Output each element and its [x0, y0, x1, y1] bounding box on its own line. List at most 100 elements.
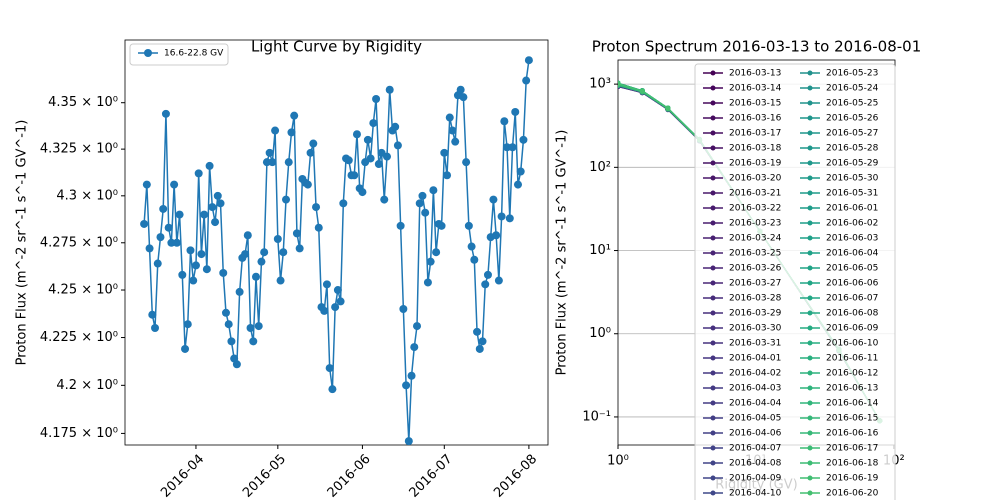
- data-point: [320, 306, 329, 315]
- legend-marker: [710, 475, 716, 481]
- data-point: [500, 117, 509, 126]
- legend-marker: [710, 160, 716, 166]
- legend-label: 2016-03-18: [729, 144, 782, 154]
- data-point: [251, 272, 260, 281]
- legend-marker: [807, 445, 813, 451]
- data-point: [213, 191, 222, 200]
- legend-label: 2016-06-07: [826, 294, 878, 304]
- data-point: [363, 135, 372, 144]
- y-tick-label: 4.325 × 10⁰: [40, 142, 118, 157]
- data-point: [448, 126, 457, 135]
- legend-label: 2016-04-07: [729, 444, 781, 454]
- legend-label: 2016-06-17: [826, 444, 878, 454]
- y-tick-label: 4.35 × 10⁰: [48, 95, 118, 110]
- y-tick-label: 4.3 × 10⁰: [56, 188, 118, 203]
- data-point: [380, 195, 389, 204]
- legend-label: 2016-05-26: [826, 114, 879, 124]
- data-point: [437, 221, 446, 230]
- data-point: [153, 259, 162, 268]
- data-point: [183, 320, 192, 329]
- legend-marker: [710, 385, 716, 391]
- data-point: [473, 327, 482, 336]
- data-point: [366, 154, 375, 163]
- legend-label: 2016-06-11: [826, 354, 878, 364]
- data-point: [407, 371, 416, 380]
- data-point: [478, 337, 487, 346]
- data-point: [483, 270, 492, 279]
- data-point: [333, 286, 342, 295]
- legend-marker: [710, 370, 716, 376]
- data-point: [189, 276, 198, 285]
- legend-marker: [807, 460, 813, 466]
- legend-label: 2016-03-31: [729, 339, 781, 349]
- legend-marker: [710, 100, 716, 106]
- legend-marker: [807, 430, 813, 436]
- data-point: [423, 278, 432, 287]
- legend-label: 2016-03-27: [729, 279, 781, 289]
- legend-marker: [710, 190, 716, 196]
- legend-label: 2016-03-16: [729, 114, 782, 124]
- legend-marker: [710, 310, 716, 316]
- data-point: [284, 158, 293, 167]
- legend-label: 2016-06-14: [826, 399, 879, 409]
- data-point: [404, 437, 413, 445]
- legend-label: 2016-06-20: [826, 489, 879, 499]
- legend-marker: [710, 115, 716, 121]
- legend-label: 2016-04-10: [729, 489, 782, 499]
- data-point: [268, 158, 277, 167]
- data-point: [336, 297, 345, 306]
- legend: 2016-03-13 2016-03-14 2016-03-15 2016-03-16…: [694, 63, 896, 500]
- data-point: [145, 244, 154, 253]
- data-point: [429, 186, 438, 195]
- legend-label: 2016-05-24: [826, 84, 879, 94]
- data-point: [410, 343, 419, 352]
- legend-marker: [807, 85, 813, 91]
- data-point: [470, 255, 479, 264]
- data-point: [314, 223, 323, 232]
- legend-label: 2016-03-13: [729, 69, 781, 79]
- data-point: [216, 199, 225, 208]
- legend-marker: [710, 340, 716, 346]
- data-point: [287, 128, 296, 137]
- legend-marker: [807, 415, 813, 421]
- data-point: [175, 210, 184, 219]
- data-point: [224, 320, 233, 329]
- data-point: [399, 304, 408, 313]
- legend-label: 2016-03-15: [729, 99, 781, 109]
- data-point: [524, 56, 533, 65]
- data-point: [618, 81, 621, 87]
- data-point: [202, 265, 211, 274]
- data-point: [191, 261, 200, 270]
- data-point: [492, 231, 501, 240]
- legend-marker: [807, 385, 813, 391]
- data-point: [232, 360, 241, 369]
- legend-marker: [807, 115, 813, 121]
- legend-marker: [807, 70, 813, 76]
- data-point: [639, 88, 645, 94]
- data-point: [464, 221, 473, 230]
- data-point: [331, 303, 340, 312]
- data-point: [219, 268, 228, 277]
- legend-marker: [710, 250, 716, 256]
- data-point: [178, 270, 187, 279]
- data-point: [172, 238, 181, 247]
- legend-label: 2016-04-01: [729, 354, 781, 364]
- data-point: [156, 233, 165, 242]
- data-point: [382, 152, 391, 161]
- data-point: [344, 156, 353, 165]
- legend-label: 2016-04-08: [729, 459, 782, 469]
- legend-marker: [807, 265, 813, 271]
- legend-marker: [807, 190, 813, 196]
- data-point: [164, 223, 173, 232]
- legend-label: 2016-06-18: [826, 459, 879, 469]
- legend-marker: [807, 475, 813, 481]
- legend-marker: [807, 400, 813, 406]
- data-point: [221, 308, 230, 317]
- data-point: [489, 195, 498, 204]
- legend-marker: [807, 175, 813, 181]
- legend-marker: [807, 145, 813, 151]
- legend-marker: [710, 85, 716, 91]
- data-point: [440, 148, 449, 157]
- legend-marker: [710, 130, 716, 136]
